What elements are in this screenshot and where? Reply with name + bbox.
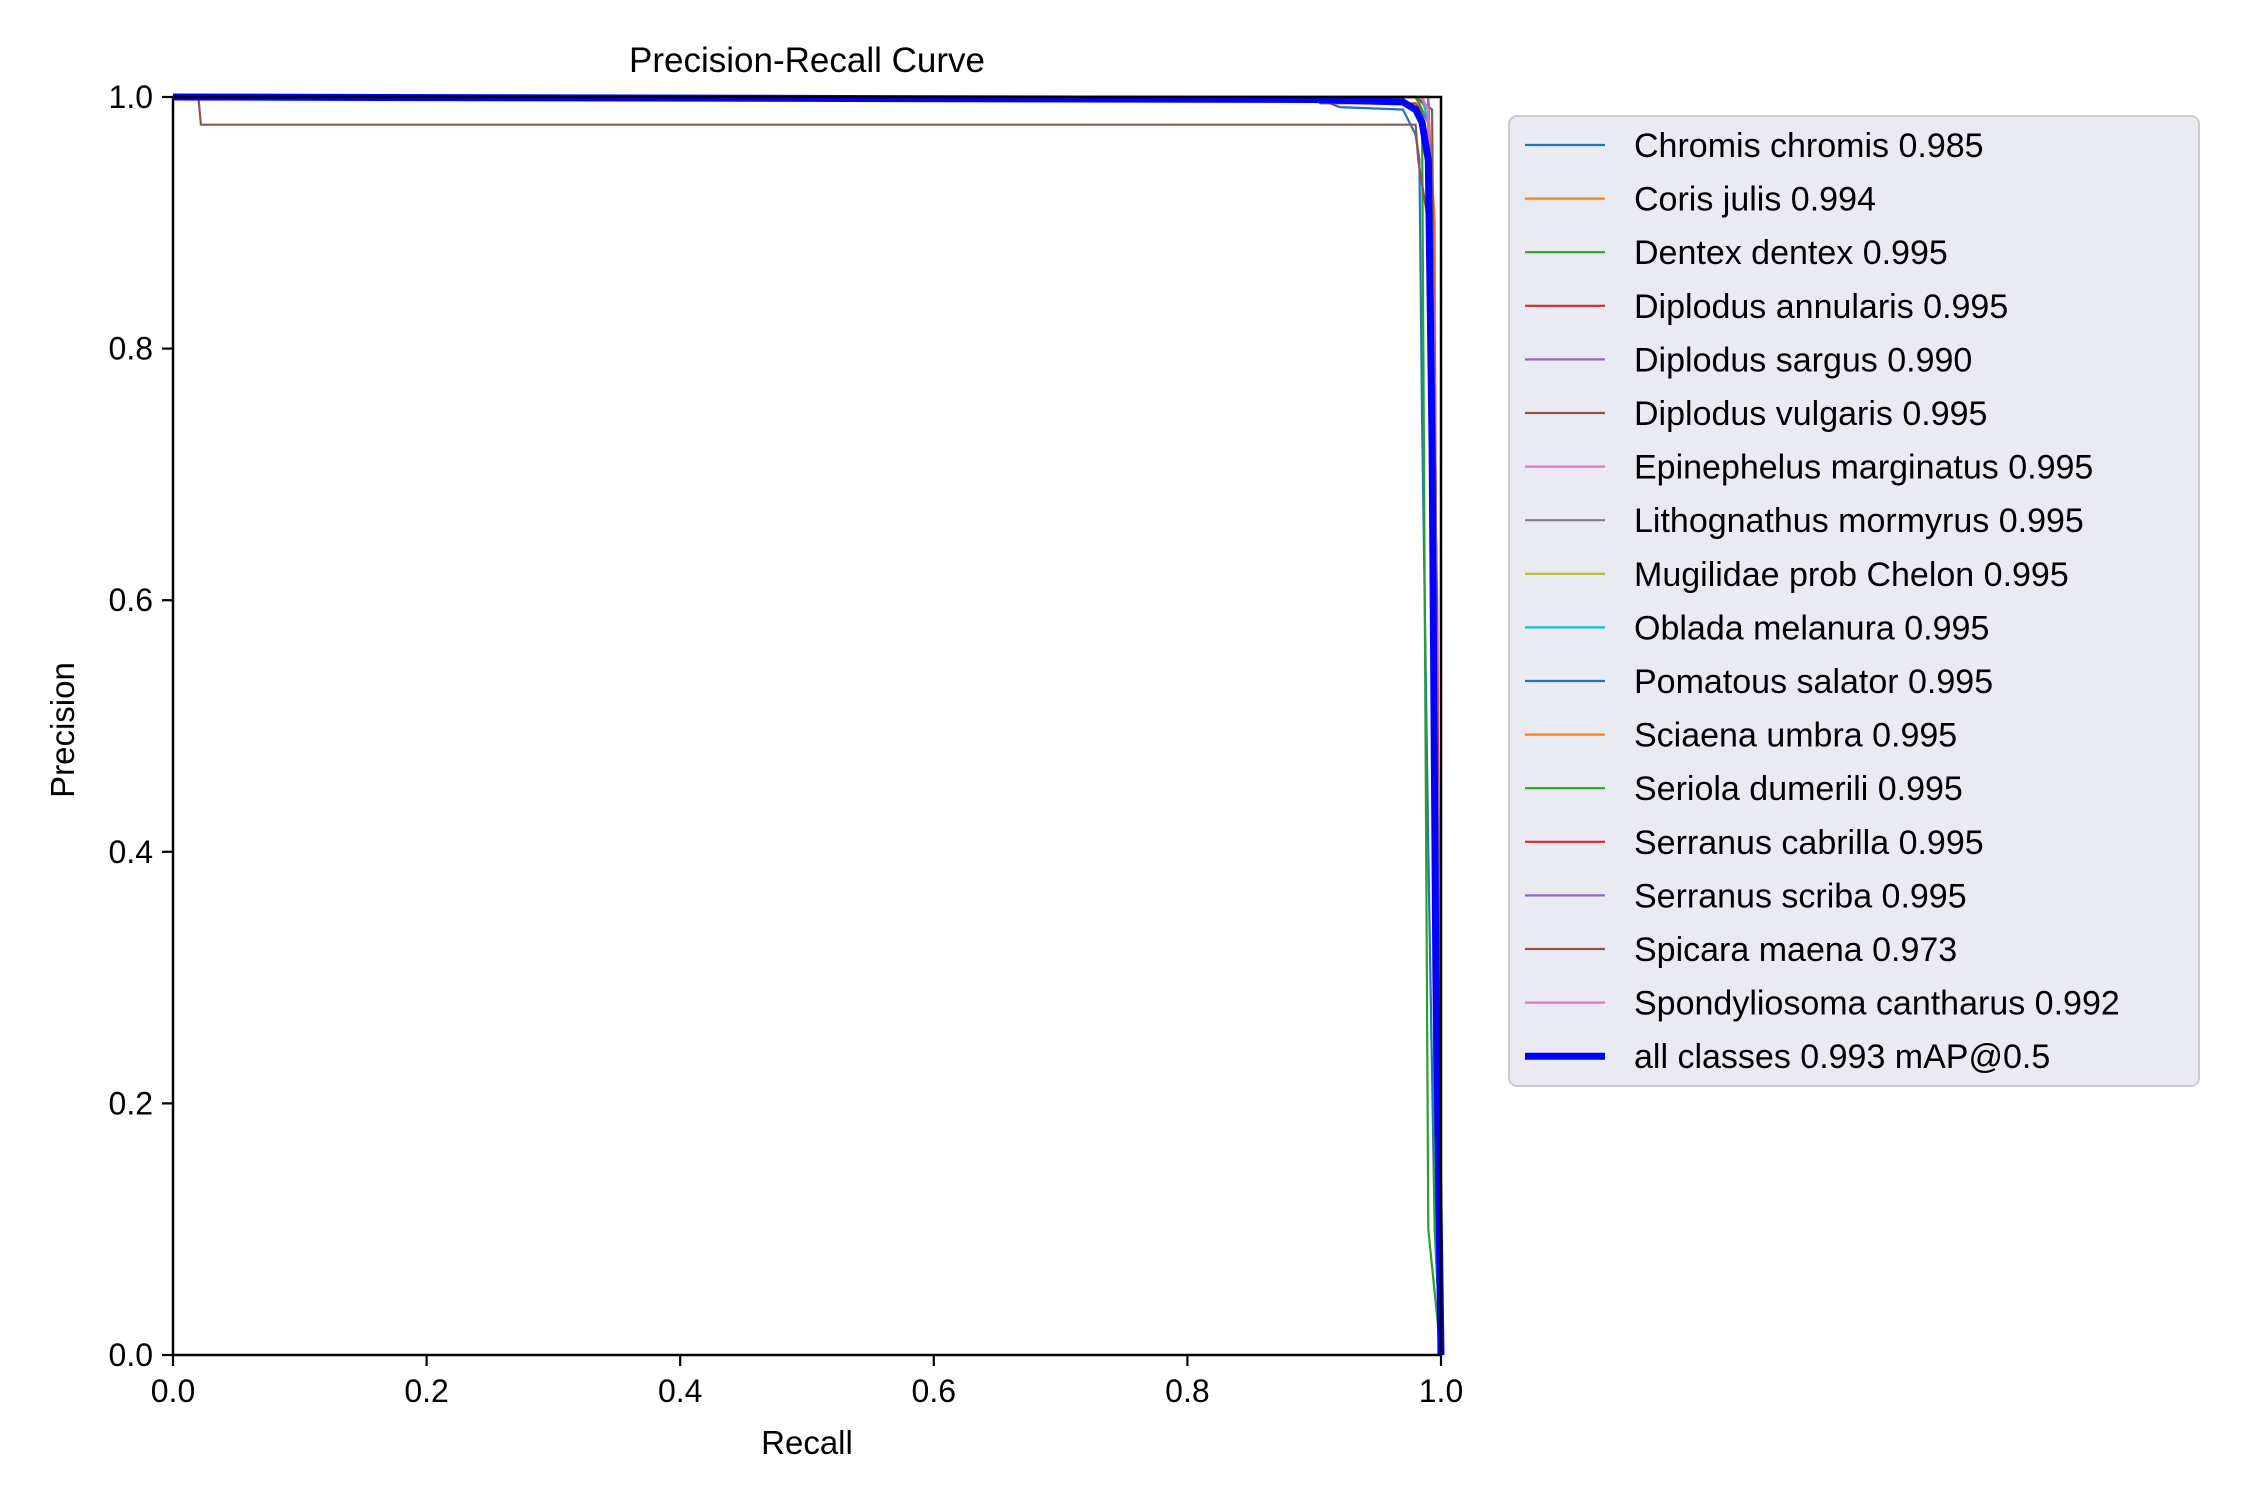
legend-label: Serranus scriba 0.995 bbox=[1634, 877, 1967, 915]
plot-frame bbox=[171, 95, 1443, 1357]
legend-label: Lithognathus mormyrus 0.995 bbox=[1634, 502, 2084, 540]
legend-label: Coris julis 0.994 bbox=[1634, 181, 1876, 219]
x-tick-label: 0.4 bbox=[658, 1373, 702, 1409]
x-tick-label: 0.0 bbox=[151, 1373, 195, 1409]
legend-box bbox=[1508, 115, 2200, 1087]
x-tick-label: 0.6 bbox=[912, 1373, 956, 1409]
plot-background bbox=[173, 97, 1441, 1355]
legend-label: Serranus cabrilla 0.995 bbox=[1634, 824, 1984, 862]
chart-title: Precision-Recall Curve bbox=[629, 41, 985, 80]
y-tick-label: 1.0 bbox=[109, 79, 153, 115]
y-tick-label: 0.0 bbox=[109, 1337, 153, 1373]
x-tick-label: 0.2 bbox=[404, 1373, 448, 1409]
legend-label: Seriola dumerili 0.995 bbox=[1634, 770, 1963, 808]
legend-label: Epinephelus marginatus 0.995 bbox=[1634, 449, 2093, 487]
legend: Chromis chromis 0.985 Coris julis 0.994 De… bbox=[1508, 115, 2200, 1087]
legend-label: Mugilidae prob Chelon 0.995 bbox=[1634, 556, 2069, 594]
y-tick-label: 0.8 bbox=[109, 331, 153, 367]
y-tick-label: 0.6 bbox=[109, 582, 153, 618]
legend-label: Spicara maena 0.973 bbox=[1634, 931, 1957, 969]
x-tick-label: 0.8 bbox=[1165, 1373, 1209, 1409]
x-axis-label: Recall bbox=[761, 1424, 853, 1461]
legend-label: Diplodus vulgaris 0.995 bbox=[1634, 395, 1987, 433]
legend-label: Spondyliosoma cantharus 0.992 bbox=[1634, 985, 2120, 1023]
y-axis-label: Precision bbox=[44, 662, 81, 798]
x-tick-label: 1.0 bbox=[1419, 1373, 1463, 1409]
x-axis-ticks: 0.0 0.2 0.4 0.6 0.8 1.0 bbox=[151, 1355, 1463, 1409]
legend-label: Chromis chromis 0.985 bbox=[1634, 127, 1984, 165]
legend-label: all classes 0.993 mAP@0.5 bbox=[1634, 1038, 2050, 1076]
y-axis-ticks: 0.0 0.2 0.4 0.6 0.8 1.0 bbox=[109, 79, 173, 1373]
legend-label: Dentex dentex 0.995 bbox=[1634, 234, 1948, 272]
legend-label: Oblada melanura 0.995 bbox=[1634, 609, 1989, 647]
y-tick-label: 0.2 bbox=[109, 1085, 153, 1121]
legend-label: Sciaena umbra 0.995 bbox=[1634, 717, 1957, 755]
legend-label: Pomatous salator 0.995 bbox=[1634, 663, 1993, 701]
legend-label: Diplodus annularis 0.995 bbox=[1634, 288, 2008, 326]
series-line-all-classes bbox=[172, 93, 1445, 1356]
y-tick-label: 0.4 bbox=[109, 834, 153, 870]
legend-label: Diplodus sargus 0.990 bbox=[1634, 341, 1972, 379]
